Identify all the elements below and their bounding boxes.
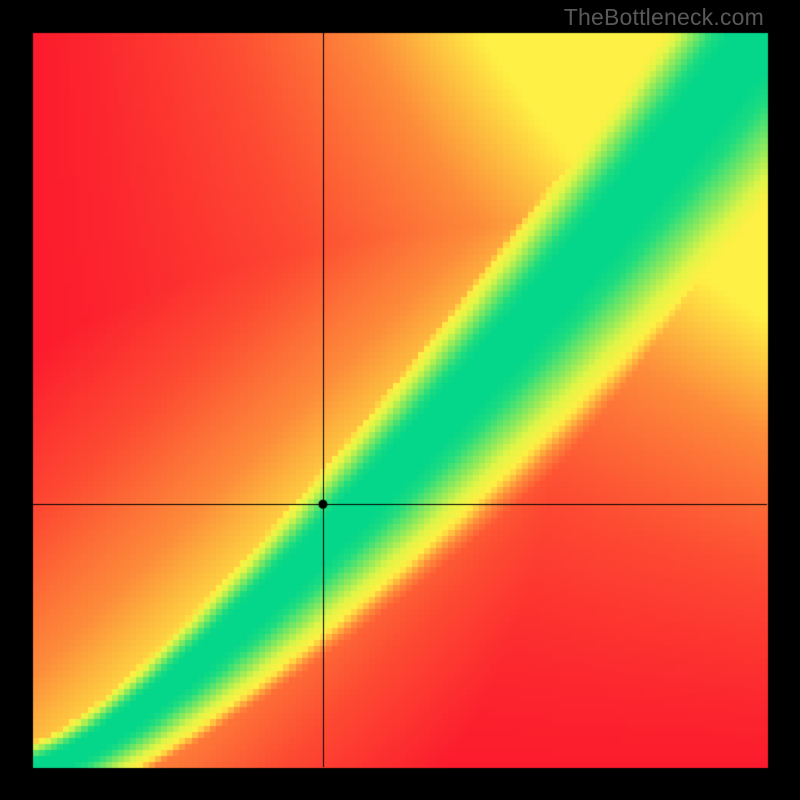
watermark-label: TheBottleneck.com [564, 4, 764, 31]
heatmap-canvas [0, 0, 800, 800]
